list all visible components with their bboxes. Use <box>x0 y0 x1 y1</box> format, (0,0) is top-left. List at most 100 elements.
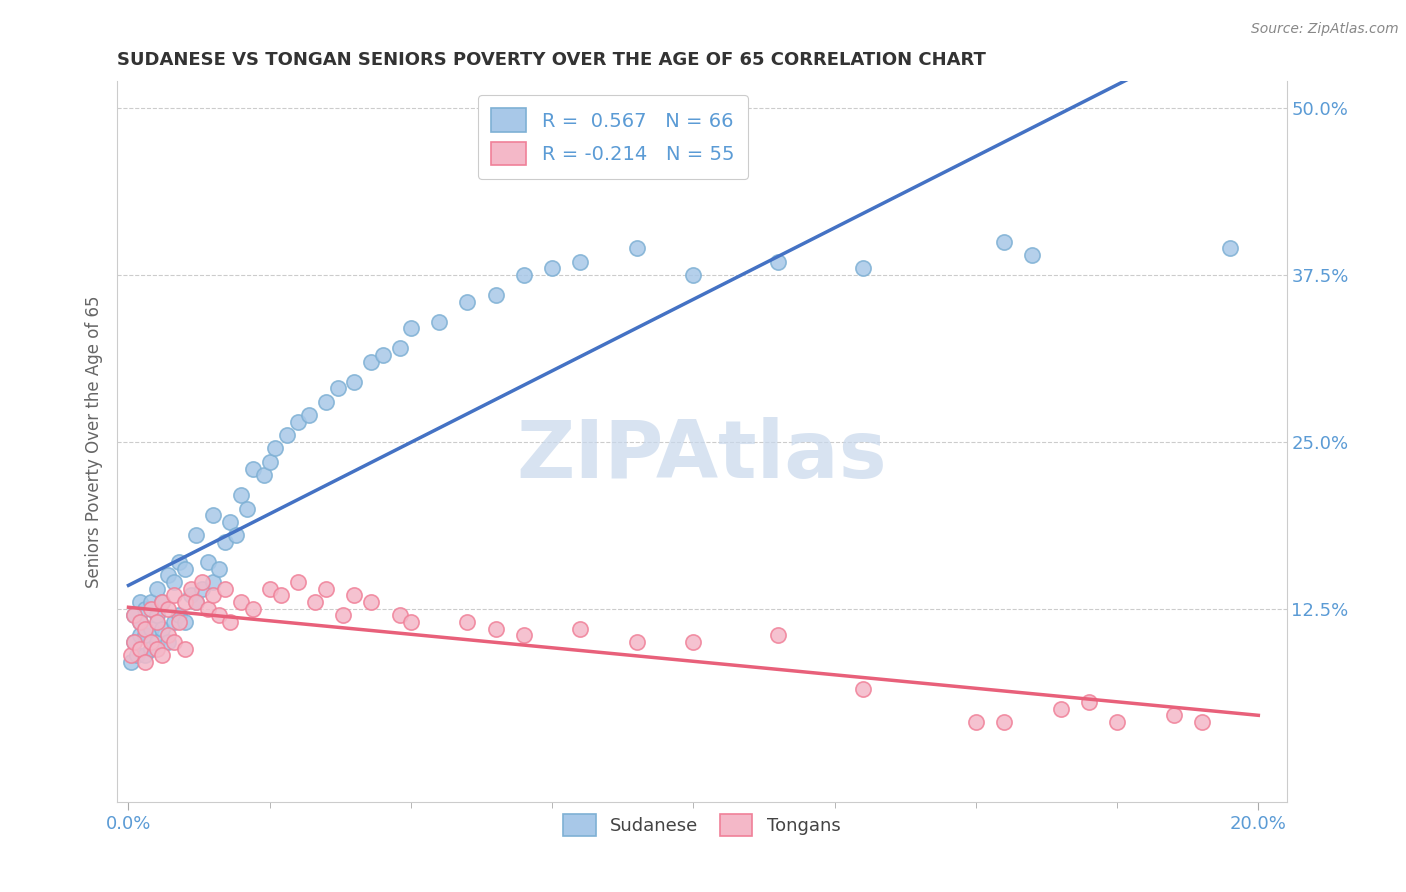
Point <box>852 261 875 276</box>
Point <box>122 608 145 623</box>
Point <box>276 428 298 442</box>
Point <box>191 582 214 596</box>
Point <box>145 635 167 649</box>
Point <box>163 615 186 629</box>
Point <box>202 508 225 523</box>
Point <box>766 254 789 268</box>
Point <box>1163 708 1185 723</box>
Legend: Sudanese, Tongans: Sudanese, Tongans <box>555 807 848 844</box>
Point <box>169 615 191 629</box>
Point <box>541 261 564 276</box>
Point <box>264 442 287 456</box>
Point <box>180 588 202 602</box>
Point <box>128 641 150 656</box>
Point <box>163 574 186 589</box>
Point <box>202 588 225 602</box>
Point <box>134 655 156 669</box>
Point <box>145 582 167 596</box>
Point <box>993 715 1015 730</box>
Point <box>236 501 259 516</box>
Point <box>343 588 366 602</box>
Point <box>128 595 150 609</box>
Point <box>304 595 326 609</box>
Point <box>388 608 411 623</box>
Point <box>157 628 180 642</box>
Point <box>242 461 264 475</box>
Point <box>169 555 191 569</box>
Point <box>513 268 536 282</box>
Point <box>186 595 208 609</box>
Point <box>315 582 337 596</box>
Point <box>128 628 150 642</box>
Point <box>125 648 148 663</box>
Point <box>120 648 142 663</box>
Point <box>208 561 231 575</box>
Point <box>485 288 508 302</box>
Point <box>569 254 592 268</box>
Point <box>139 601 162 615</box>
Point <box>139 595 162 609</box>
Point <box>682 635 704 649</box>
Point <box>1077 695 1099 709</box>
Point <box>225 528 247 542</box>
Point <box>197 555 219 569</box>
Point <box>157 635 180 649</box>
Point <box>145 641 167 656</box>
Point <box>122 635 145 649</box>
Point <box>766 628 789 642</box>
Point <box>399 615 422 629</box>
Point <box>287 415 309 429</box>
Point <box>163 588 186 602</box>
Point <box>174 561 197 575</box>
Point <box>298 408 321 422</box>
Point <box>360 595 382 609</box>
Point <box>214 582 236 596</box>
Point <box>1219 241 1241 255</box>
Point <box>208 608 231 623</box>
Point <box>360 354 382 368</box>
Point <box>427 315 450 329</box>
Point <box>197 601 219 615</box>
Point <box>513 628 536 642</box>
Point <box>1107 715 1129 730</box>
Point <box>852 681 875 696</box>
Point <box>399 321 422 335</box>
Point <box>186 595 208 609</box>
Y-axis label: Seniors Poverty Over the Age of 65: Seniors Poverty Over the Age of 65 <box>86 295 103 588</box>
Point <box>253 468 276 483</box>
Point <box>569 622 592 636</box>
Point <box>219 615 242 629</box>
Point <box>157 568 180 582</box>
Point <box>150 595 173 609</box>
Point <box>231 488 253 502</box>
Point <box>157 601 180 615</box>
Point <box>371 348 394 362</box>
Point <box>128 615 150 629</box>
Point <box>287 574 309 589</box>
Point <box>150 648 173 663</box>
Point <box>134 628 156 642</box>
Point <box>1191 715 1213 730</box>
Point <box>134 648 156 663</box>
Text: Source: ZipAtlas.com: Source: ZipAtlas.com <box>1251 22 1399 37</box>
Point <box>139 635 162 649</box>
Point <box>134 622 156 636</box>
Point <box>219 515 242 529</box>
Point <box>214 535 236 549</box>
Point <box>343 375 366 389</box>
Point <box>139 641 162 656</box>
Point <box>993 235 1015 249</box>
Point <box>259 582 281 596</box>
Point <box>169 608 191 623</box>
Point <box>626 635 648 649</box>
Point <box>128 615 150 629</box>
Point <box>388 342 411 356</box>
Point <box>174 615 197 629</box>
Point <box>332 608 354 623</box>
Point <box>682 268 704 282</box>
Point <box>259 455 281 469</box>
Point <box>139 622 162 636</box>
Point <box>186 528 208 542</box>
Point <box>456 294 478 309</box>
Point <box>163 635 186 649</box>
